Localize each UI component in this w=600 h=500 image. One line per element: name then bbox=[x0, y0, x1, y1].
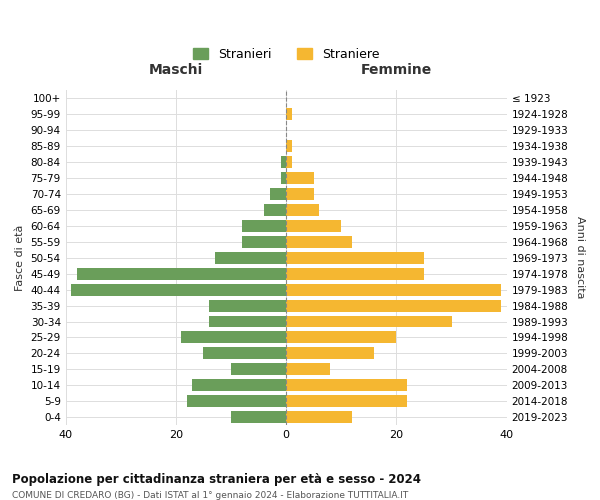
Bar bbox=[286, 284, 501, 296]
Bar bbox=[286, 268, 424, 280]
Bar bbox=[286, 156, 292, 168]
Bar bbox=[286, 220, 341, 232]
Bar bbox=[242, 220, 286, 232]
Y-axis label: Anni di nascita: Anni di nascita bbox=[575, 216, 585, 299]
Text: COMUNE DI CREDARO (BG) - Dati ISTAT al 1° gennaio 2024 - Elaborazione TUTTITALIA: COMUNE DI CREDARO (BG) - Dati ISTAT al 1… bbox=[12, 491, 408, 500]
Bar bbox=[187, 395, 286, 407]
Bar bbox=[286, 108, 292, 120]
Bar bbox=[286, 364, 331, 376]
Text: Popolazione per cittadinanza straniera per età e sesso - 2024: Popolazione per cittadinanza straniera p… bbox=[12, 472, 421, 486]
Bar bbox=[286, 236, 352, 248]
Bar bbox=[286, 204, 319, 216]
Bar bbox=[264, 204, 286, 216]
Bar bbox=[231, 411, 286, 423]
Bar bbox=[269, 188, 286, 200]
Bar bbox=[242, 236, 286, 248]
Bar bbox=[286, 188, 314, 200]
Bar bbox=[71, 284, 286, 296]
Bar bbox=[203, 348, 286, 360]
Bar bbox=[209, 316, 286, 328]
Bar bbox=[286, 316, 452, 328]
Bar bbox=[286, 411, 352, 423]
Bar bbox=[281, 156, 286, 168]
Bar bbox=[286, 380, 407, 392]
Bar bbox=[231, 364, 286, 376]
Bar bbox=[181, 332, 286, 344]
Text: Maschi: Maschi bbox=[149, 63, 203, 77]
Bar bbox=[215, 252, 286, 264]
Bar bbox=[286, 140, 292, 152]
Bar bbox=[286, 332, 397, 344]
Bar bbox=[286, 395, 407, 407]
Bar bbox=[286, 348, 374, 360]
Bar bbox=[77, 268, 286, 280]
Bar bbox=[209, 300, 286, 312]
Text: Femmine: Femmine bbox=[361, 63, 432, 77]
Bar bbox=[193, 380, 286, 392]
Bar bbox=[281, 172, 286, 184]
Bar bbox=[286, 172, 314, 184]
Legend: Stranieri, Straniere: Stranieri, Straniere bbox=[188, 43, 384, 66]
Bar bbox=[286, 252, 424, 264]
Bar bbox=[286, 300, 501, 312]
Y-axis label: Fasce di età: Fasce di età bbox=[15, 224, 25, 291]
